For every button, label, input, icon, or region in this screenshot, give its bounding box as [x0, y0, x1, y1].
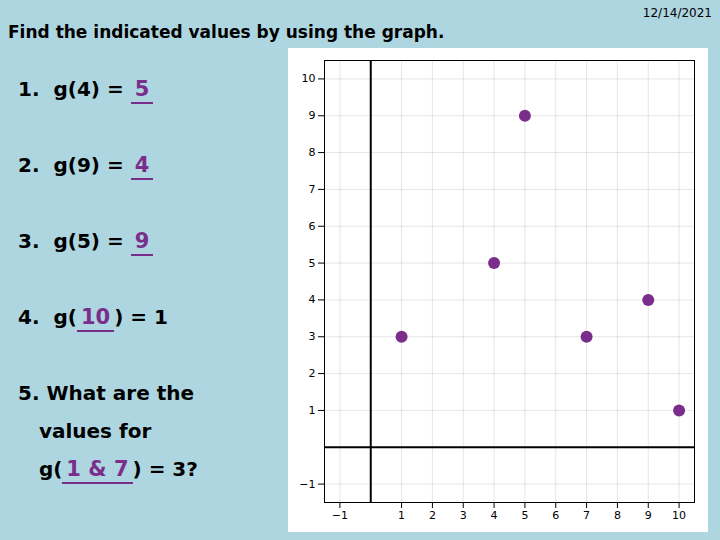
svg-text:5: 5	[309, 257, 316, 270]
svg-text:2: 2	[429, 509, 436, 522]
svg-text:−1: −1	[299, 478, 315, 491]
svg-text:9: 9	[309, 109, 316, 122]
html-text:1. g(4) = 5: 1. g(4) = 5	[18, 77, 150, 101]
svg-text:10: 10	[672, 509, 686, 522]
html-text:12/14/2021: 12/14/2021	[642, 6, 712, 20]
html-text:values for: values for	[18, 419, 152, 443]
html-text:g(1 & 7) = 3?: g(1 & 7) = 3?	[18, 457, 198, 481]
svg-text:2: 2	[309, 367, 316, 380]
html-text:3. g(5) = 9: 3. g(5) = 9	[18, 229, 150, 253]
html-text:4. g(10) = 1: 4. g(10) = 1	[18, 305, 168, 329]
svg-text:9: 9	[645, 509, 652, 522]
svg-text:1: 1	[309, 404, 316, 417]
svg-text:5: 5	[521, 509, 528, 522]
svg-text:8: 8	[309, 146, 316, 159]
svg-text:4: 4	[491, 509, 498, 522]
svg-text:−1: −1	[332, 509, 348, 522]
svg-text:6: 6	[552, 509, 559, 522]
html-text:Find the indicated values by u: Find the indicated values by using the g…	[8, 22, 445, 42]
svg-text:10: 10	[302, 72, 316, 85]
html-text:2. g(9) = 4: 2. g(9) = 4	[18, 153, 150, 177]
svg-text:1: 1	[398, 509, 405, 522]
html-text:5. What are the: 5. What are the	[18, 381, 194, 405]
svg-text:6: 6	[309, 220, 316, 233]
svg-text:7: 7	[309, 183, 316, 196]
svg-text:3: 3	[309, 330, 316, 343]
svg-text:3: 3	[460, 509, 467, 522]
svg-text:4: 4	[309, 293, 316, 306]
svg-text:7: 7	[583, 509, 590, 522]
svg-text:8: 8	[614, 509, 621, 522]
